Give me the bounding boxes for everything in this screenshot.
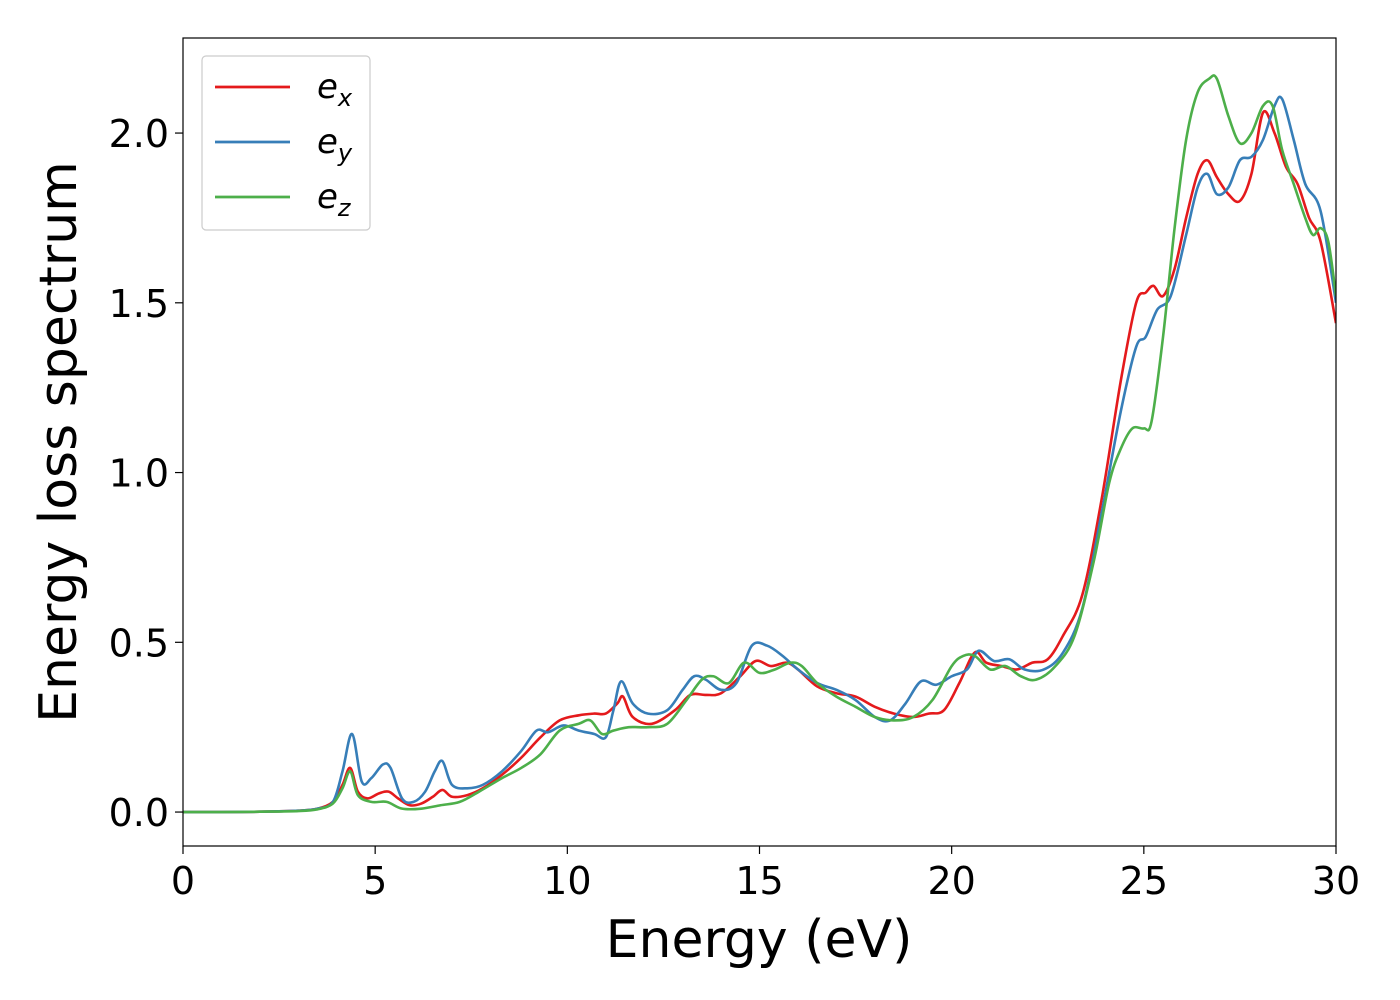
y-tick-label: 1.5 [109, 282, 169, 326]
series-line-ez [183, 74, 1336, 814]
x-tick-label: 30 [1312, 859, 1360, 903]
x-axis-title: Energy (eV) [606, 910, 913, 970]
legend-label-ey: ey [317, 122, 353, 167]
series-line-ey [183, 95, 1336, 814]
legend-label-base: e [317, 177, 338, 217]
legend-label-ex: ex [317, 67, 353, 112]
legend-label-base: e [317, 67, 338, 107]
legend-label-ez: ez [317, 177, 352, 222]
legend-label-subscript: x [337, 84, 353, 112]
y-tick-label: 2.0 [109, 112, 169, 156]
y-axis-title: Energy loss spectrum [29, 161, 89, 723]
x-tick-label: 20 [927, 859, 975, 903]
y-tick-label: 0.5 [109, 621, 169, 665]
x-tick-label: 10 [543, 859, 591, 903]
legend-label-base: e [317, 122, 338, 162]
x-tick-label: 0 [171, 859, 195, 903]
series-layer [183, 74, 1336, 814]
legend-label-subscript: z [337, 194, 352, 222]
y-tick-label: 1.0 [109, 452, 169, 496]
y-tick-label: 0.0 [109, 791, 169, 835]
y-axis: 0.0 0.5 1.0 1.5 2.0 [109, 112, 183, 835]
x-tick-label: 5 [363, 859, 387, 903]
x-tick-label: 15 [735, 859, 783, 903]
x-tick-label: 25 [1120, 859, 1168, 903]
legend-label-subscript: y [337, 139, 353, 167]
x-axis: 0 5 10 15 20 25 30 [171, 846, 1360, 903]
